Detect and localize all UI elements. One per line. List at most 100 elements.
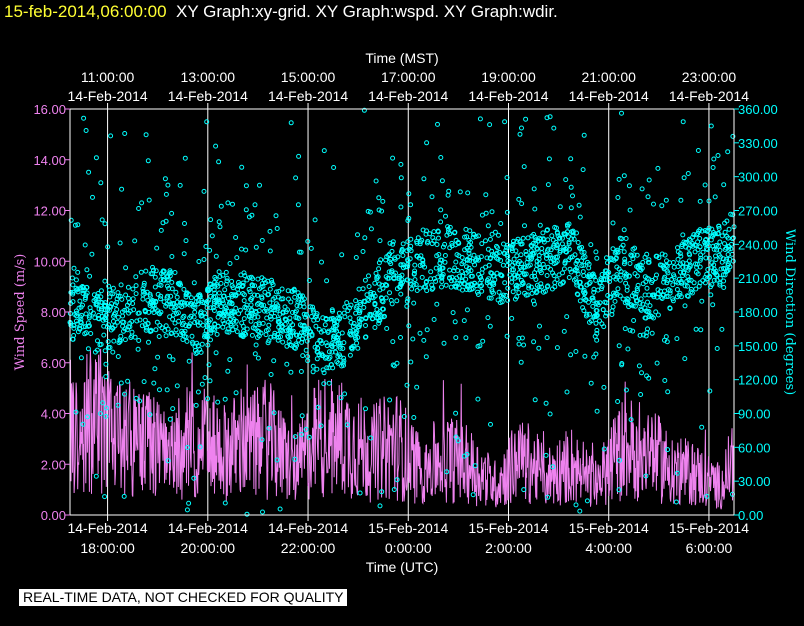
wind-direction-point xyxy=(428,269,434,275)
wind-direction-point xyxy=(463,335,469,341)
wind-direction-point xyxy=(477,275,483,280)
wind-direction-point xyxy=(545,227,550,233)
wind-direction-point xyxy=(126,295,131,301)
wind-direction-point xyxy=(259,238,265,243)
wind-direction-point xyxy=(543,452,549,458)
wind-direction-point xyxy=(81,115,87,121)
wind-direction-point xyxy=(220,298,226,304)
wind-direction-point xyxy=(368,289,374,295)
wind-direction-point xyxy=(230,327,236,333)
wind-direction-point xyxy=(391,363,397,369)
wind-direction-point xyxy=(110,318,116,324)
wind-direction-point xyxy=(363,315,369,321)
wind-direction-point xyxy=(165,182,171,188)
wind-direction-point xyxy=(484,277,490,283)
wind-direction-point xyxy=(249,282,255,288)
wind-direction-point xyxy=(509,279,515,285)
wind-direction-point xyxy=(551,257,557,263)
wind-direction-point xyxy=(730,133,736,139)
wind-direction-point xyxy=(322,322,328,328)
wind-direction-point xyxy=(667,260,673,266)
wind-direction-point xyxy=(566,275,572,280)
wind-direction-point xyxy=(132,334,138,340)
wind-direction-point xyxy=(638,262,644,268)
wind-direction-point xyxy=(342,304,348,310)
wind-direction-point xyxy=(321,148,327,154)
wind-direction-point xyxy=(208,305,214,311)
wind-direction-point xyxy=(299,323,305,329)
wind-direction-point xyxy=(545,283,551,289)
wind-direction-point xyxy=(255,292,260,298)
wind-direction-point xyxy=(615,399,621,404)
wind-direction-point xyxy=(355,345,361,351)
wind-direction-point xyxy=(539,250,545,256)
wind-direction-point xyxy=(256,308,262,314)
wind-direction-point xyxy=(620,242,626,248)
wind-direction-point xyxy=(581,262,587,268)
wind-direction-point xyxy=(268,316,274,322)
wind-direction-point xyxy=(288,120,294,126)
wind-direction-point xyxy=(721,285,727,290)
wind-direction-point xyxy=(421,176,427,182)
wind-direction-point xyxy=(682,240,688,246)
wind-direction-point xyxy=(103,413,109,419)
wind-direction-point xyxy=(304,338,310,344)
wind-direction-point xyxy=(697,198,703,204)
wind-direction-point xyxy=(639,186,645,192)
wind-direction-point xyxy=(674,287,680,292)
wind-direction-point xyxy=(644,330,650,336)
wind-direction-point xyxy=(705,267,711,272)
top-tick-date: 14-Feb-2014 xyxy=(168,88,248,104)
wind-direction-point xyxy=(695,271,701,277)
wind-direction-point xyxy=(442,259,448,265)
wind-direction-point xyxy=(380,198,386,204)
wind-direction-point xyxy=(416,255,422,261)
wind-direction-point xyxy=(344,300,350,306)
wind-direction-point xyxy=(285,307,290,313)
wind-direction-point xyxy=(373,270,379,276)
wind-direction-point xyxy=(151,267,156,273)
wind-direction-point xyxy=(597,280,603,286)
wind-direction-point xyxy=(376,266,382,272)
wind-direction-point xyxy=(101,332,107,338)
wind-direction-point xyxy=(217,274,223,279)
wind-direction-point xyxy=(692,249,698,255)
wind-direction-point xyxy=(284,343,290,349)
wind-direction-point xyxy=(208,337,213,343)
wind-direction-point xyxy=(216,159,222,165)
wind-direction-point xyxy=(269,280,275,286)
wind-direction-point xyxy=(464,264,469,270)
wind-direction-point xyxy=(68,300,74,306)
wind-direction-point xyxy=(486,295,492,301)
wind-direction-point xyxy=(639,265,645,271)
wind-direction-point xyxy=(682,356,688,362)
wind-direction-point xyxy=(667,288,673,294)
wind-direction-point xyxy=(270,296,276,302)
wind-direction-point xyxy=(140,292,146,298)
wind-direction-point xyxy=(290,322,296,328)
wind-direction-point xyxy=(125,378,131,384)
wind-direction-point xyxy=(174,383,180,389)
wind-direction-point xyxy=(217,310,223,316)
wind-direction-point xyxy=(287,315,293,321)
wind-direction-point xyxy=(594,408,600,414)
wind-direction-point xyxy=(496,232,501,238)
wind-direction-point xyxy=(398,175,404,181)
wind-direction-point xyxy=(192,344,198,350)
wind-direction-point xyxy=(386,252,392,258)
wind-direction-point xyxy=(408,281,414,287)
wind-direction-point xyxy=(423,231,429,237)
wind-direction-point xyxy=(444,469,450,475)
wind-direction-point xyxy=(414,240,420,246)
wind-direction-point xyxy=(273,213,279,219)
wind-direction-point xyxy=(180,320,186,326)
wind-direction-point xyxy=(461,453,467,459)
wind-direction-point xyxy=(376,207,382,213)
wind-direction-point xyxy=(597,318,602,324)
wind-direction-point xyxy=(227,357,233,363)
wind-direction-point xyxy=(290,288,296,294)
wind-direction-point xyxy=(587,311,592,317)
wind-direction-point xyxy=(357,322,363,328)
wind-direction-point xyxy=(691,280,697,286)
wind-direction-point xyxy=(283,317,289,323)
